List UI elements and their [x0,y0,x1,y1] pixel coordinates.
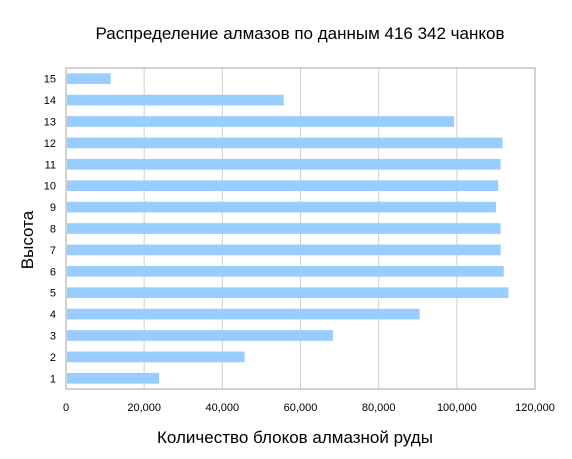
x-axis-ticks: 0 20,000 40,000 60,000 80,000 100,000 120,000 [63,402,555,414]
y-tick-label: 7 [50,245,56,257]
y-axis-title: Высота [18,210,37,269]
y-tick-label: 4 [50,309,56,321]
bar-height-14 [67,94,284,106]
x-tick-label: 120,000 [515,402,555,414]
y-tick-label: 11 [45,159,56,171]
bar-height-10 [67,180,499,192]
bar-height-3 [67,330,333,341]
x-tick-label: 60,000 [284,402,318,414]
y-tick-label: 15 [44,74,56,86]
bar-height-12 [67,137,503,149]
plot-frame [65,67,536,390]
y-tick-label: 9 [50,202,56,214]
x-tick-label: 20,000 [127,402,161,414]
y-tick-label: 14 [44,95,56,107]
bar-height-5 [67,287,509,299]
y-tick-label: 3 [50,331,56,343]
y-tick-label: 13 [44,117,56,129]
bar-height-9 [67,201,496,213]
bar-height-11 [67,158,501,170]
bars [67,73,509,384]
bar-height-7 [67,244,501,256]
x-tick-label: 40,000 [206,402,240,414]
bar-height-4 [67,308,420,320]
y-tick-label: 5 [50,288,56,300]
x-tick-label: 100,000 [437,402,477,414]
y-tick-label: 6 [50,266,56,278]
x-tick-label: 80,000 [362,402,396,414]
x-axis-title: Количество блоков алмазной руды [157,428,433,447]
bar-height-8 [67,223,501,234]
y-tick-label: 1 [50,373,56,385]
x-tick-label: 0 [63,402,69,414]
bar-height-6 [67,265,504,277]
y-tick-label: 8 [50,224,56,236]
bar-height-2 [67,351,245,363]
bar-height-1 [67,372,160,384]
y-tick-label: 2 [50,352,56,364]
bar-height-13 [67,116,455,127]
y-tick-label: 12 [44,138,56,150]
bar-height-15 [67,73,111,85]
chart-title: Распределение алмазов по данным 416 342 … [95,24,504,43]
y-tick-label: 10 [44,181,56,193]
